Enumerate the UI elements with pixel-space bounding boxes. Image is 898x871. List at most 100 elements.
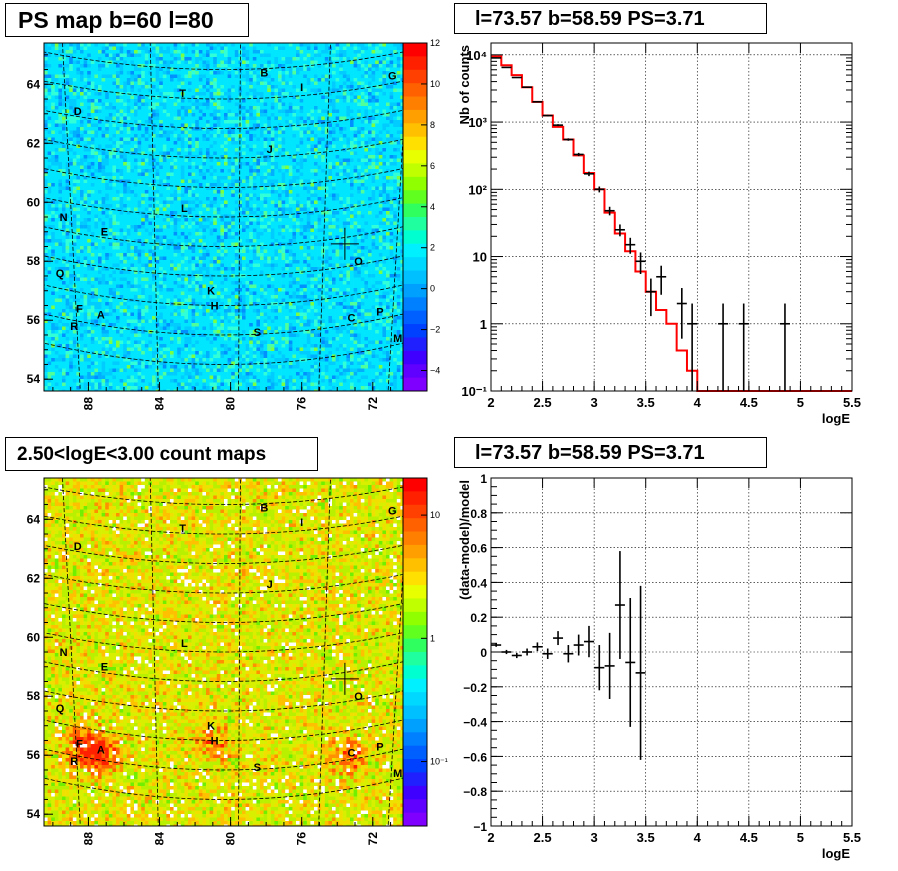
map-cell [317,109,322,114]
map-cell [357,186,362,191]
map-cell [152,137,156,142]
map-cell [62,95,66,100]
map-cell [188,190,192,194]
map-cell [306,57,311,61]
map-cell [393,57,398,61]
map-cell [51,162,56,166]
map-cell [242,183,246,187]
map-cell [299,176,304,180]
map-cell [195,211,200,215]
map-cell [202,57,207,61]
map-cell [285,85,290,89]
map-cell [180,60,185,65]
map-cell [116,85,120,89]
map-cell [368,113,372,117]
map-cell [281,78,286,82]
map-cell [267,123,272,128]
map-cell [198,106,203,110]
map-cell [288,141,293,145]
map-cell [324,113,329,117]
map-cell [310,176,315,180]
map-cell [105,179,110,184]
map-cell [188,207,192,212]
map-cell [80,67,84,72]
map-cell [378,204,383,208]
map-cell [159,155,164,159]
map-cell [382,60,387,65]
map-cell [198,64,203,68]
map-cell [47,176,52,180]
map-cell [51,74,56,79]
map-cell [213,197,218,201]
map-cell [76,116,81,121]
map-cell [375,57,380,61]
map-cell [256,186,261,191]
map-cell [227,109,232,114]
map-cell [231,85,236,89]
map-cell [299,127,304,131]
map-cell [382,162,387,166]
map-cell [108,165,113,170]
map-cell [296,169,300,173]
map-cell [209,106,214,110]
map-cell [112,88,117,93]
map-cell [80,193,84,198]
map-cell [353,190,358,194]
map-cell [83,137,88,142]
map-cell [328,78,333,82]
map-cell [80,60,84,65]
map-cell [58,71,63,75]
map-cell [238,71,243,75]
map-cell [44,169,48,173]
map-cell [152,71,156,75]
map-cell [206,148,210,152]
map-cell [108,148,113,152]
map-cell [206,200,210,205]
map-cell [371,64,376,68]
map-cell [80,130,84,135]
map-cell [285,109,290,114]
map-cell [263,53,268,58]
map-cell [234,123,239,128]
map-cell [231,60,236,65]
map-cell [386,120,390,124]
map-cell [195,67,200,72]
map-cell [134,57,138,61]
map-cell [162,106,167,110]
map-cell [69,130,74,135]
map-cell [386,211,390,215]
map-cell [238,102,243,107]
map-cell [220,71,225,75]
map-cell [83,158,88,163]
map-cell [173,102,178,107]
map-cell [281,113,286,117]
map-cell [224,165,228,170]
map-cell [242,123,246,128]
map-cell [249,207,254,212]
map-cell [155,151,160,156]
map-cell [256,60,261,65]
map-cell [54,190,59,194]
map-cell [339,57,344,61]
map-cell [69,81,74,86]
map-cell [191,116,196,121]
map-cell [353,176,358,180]
map-cell [202,197,207,201]
map-cell [98,158,102,163]
map-cell [141,99,146,103]
map-cell [375,109,380,114]
map-cell [44,186,48,191]
map-cell [87,179,92,184]
map-cell [94,106,99,110]
map-cell [310,137,315,142]
map-cell [328,141,333,145]
map-cell [306,137,311,142]
map-cell [134,46,138,51]
map-cell [314,179,318,184]
map-cell [198,127,203,131]
map-cell [267,197,272,201]
map-cell [65,120,70,124]
map-cell [80,197,84,201]
map-cell [303,88,308,93]
